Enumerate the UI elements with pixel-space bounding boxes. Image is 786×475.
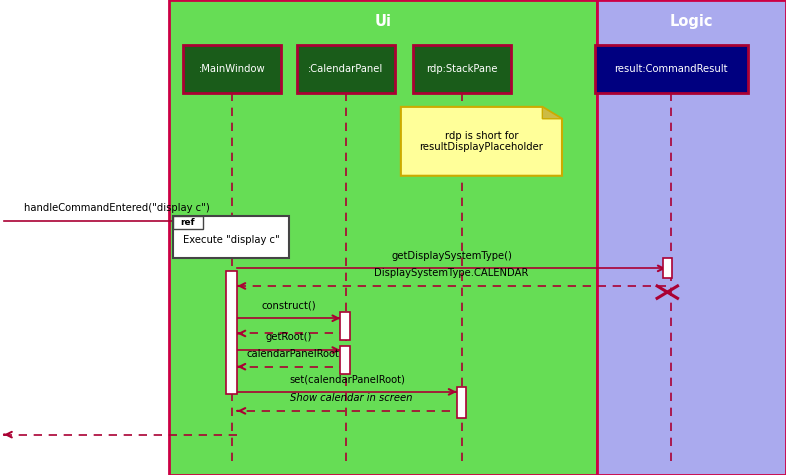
FancyBboxPatch shape	[594, 45, 748, 93]
FancyBboxPatch shape	[413, 45, 511, 93]
Bar	[173, 216, 289, 258]
Bar	[0, 0, 169, 475]
Text: getDisplaySystemType(): getDisplaySystemType()	[391, 251, 512, 261]
Bar	[173, 216, 203, 229]
Bar	[597, 0, 786, 475]
Text: :CalendarPanel: :CalendarPanel	[308, 64, 384, 74]
Bar	[663, 258, 672, 278]
Text: Ui: Ui	[375, 14, 391, 29]
Text: set(calendarPanelRoot): set(calendarPanelRoot)	[289, 374, 405, 384]
Bar	[226, 271, 237, 394]
FancyBboxPatch shape	[297, 45, 395, 93]
Bar	[169, 0, 597, 475]
Text: calendarPanelRoot: calendarPanelRoot	[246, 349, 340, 359]
FancyBboxPatch shape	[182, 45, 281, 93]
Text: result:CommandResult: result:CommandResult	[615, 64, 728, 74]
Text: rdp:StackPane: rdp:StackPane	[427, 64, 498, 74]
Text: Show calendar in screen: Show calendar in screen	[290, 393, 412, 403]
Text: ref: ref	[181, 218, 195, 227]
Text: :MainWindow: :MainWindow	[199, 64, 265, 74]
Text: rdp is short for
resultDisplayPlaceholder: rdp is short for resultDisplayPlaceholde…	[420, 131, 543, 152]
Text: DisplaySystemType.CALENDAR: DisplaySystemType.CALENDAR	[374, 268, 529, 278]
Text: getRoot(): getRoot()	[266, 332, 312, 342]
Text: Execute "display c": Execute "display c"	[182, 236, 280, 246]
Bar	[340, 312, 350, 340]
Bar	[340, 346, 350, 374]
Polygon shape	[542, 107, 562, 119]
Bar	[457, 387, 466, 418]
Polygon shape	[401, 107, 562, 176]
Text: Logic: Logic	[670, 14, 714, 29]
Text: handleCommandEntered("display c"): handleCommandEntered("display c")	[24, 203, 210, 213]
Text: construct(): construct()	[262, 301, 316, 311]
